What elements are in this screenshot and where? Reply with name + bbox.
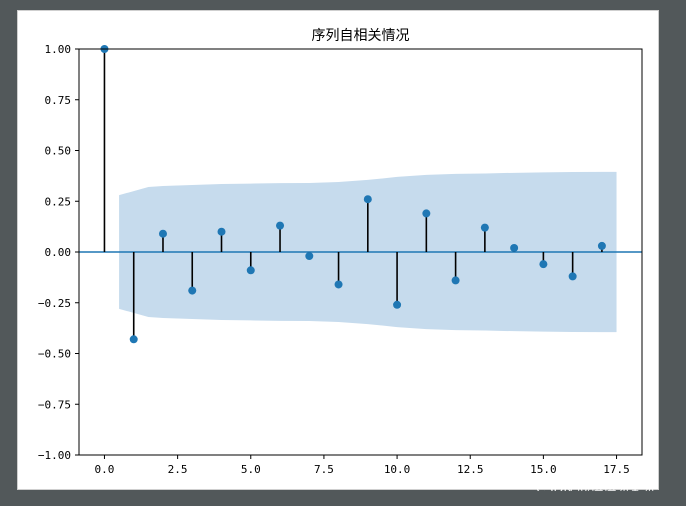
acf-chart: 0.0 2.5 5.0 7.5 10.0 12.5 15.0 17.5 1.00 0.75 0.5…: [38, 28, 654, 491]
y-tick-label: 1.00: [45, 43, 72, 56]
x-tick-label: 2.5: [168, 463, 188, 476]
marker-lag-17: [597, 241, 606, 250]
x-tick-label: 12.5: [457, 463, 484, 476]
marker-lag-15: [539, 260, 548, 269]
chart-title: 序列自相关情况: [312, 28, 410, 44]
y-tick-label: −0.25: [38, 297, 71, 310]
marker-lag-6: [276, 221, 285, 230]
marker-lag-7: [305, 252, 314, 261]
x-tick-label: 7.5: [314, 463, 334, 476]
y-tick-label: −0.50: [38, 348, 71, 361]
marker-lag-16: [568, 272, 577, 281]
y-tick-layer: 1.00 0.75 0.50 0.25 0.00 −0.25 −0.50 −0.75 −1.00: [38, 43, 79, 462]
figure-frame: 0.0 2.5 5.0 7.5 10.0 12.5 15.0 17.5 1.00 0.75 0.5…: [17, 10, 659, 491]
x-tick-label: 5.0: [241, 463, 261, 476]
x-tick-label: 17.5: [603, 463, 630, 476]
y-tick-label: 0.50: [45, 145, 72, 158]
marker-lag-4: [217, 227, 226, 236]
x-tick-layer: 0.0 2.5 5.0 7.5 10.0 12.5 15.0 17.5: [95, 455, 630, 476]
marker-lag-3: [188, 286, 197, 295]
y-tick-label: −1.00: [38, 449, 71, 462]
y-tick-label: 0.00: [45, 246, 72, 259]
marker-layer: [100, 45, 606, 344]
y-tick-label: −0.75: [38, 398, 71, 411]
marker-lag-2: [158, 229, 167, 238]
marker-lag-14: [510, 243, 519, 252]
y-tick-label: 0.75: [45, 94, 72, 107]
marker-lag-8: [334, 280, 343, 289]
stem-layer: [103, 49, 603, 340]
x-tick-label: 0.0: [95, 463, 115, 476]
marker-lag-5: [246, 266, 255, 275]
marker-lag-9: [363, 195, 372, 204]
x-tick-label: 10.0: [384, 463, 411, 476]
marker-lag-1: [129, 335, 138, 344]
marker-lag-10: [393, 300, 402, 309]
marker-lag-13: [480, 223, 489, 232]
marker-lag-11: [422, 209, 431, 218]
watermark-text: CSDN @琪琪%￥%: [536, 482, 654, 491]
x-tick-label: 15.0: [530, 463, 557, 476]
y-tick-label: 0.25: [45, 195, 72, 208]
marker-lag-12: [451, 276, 460, 285]
